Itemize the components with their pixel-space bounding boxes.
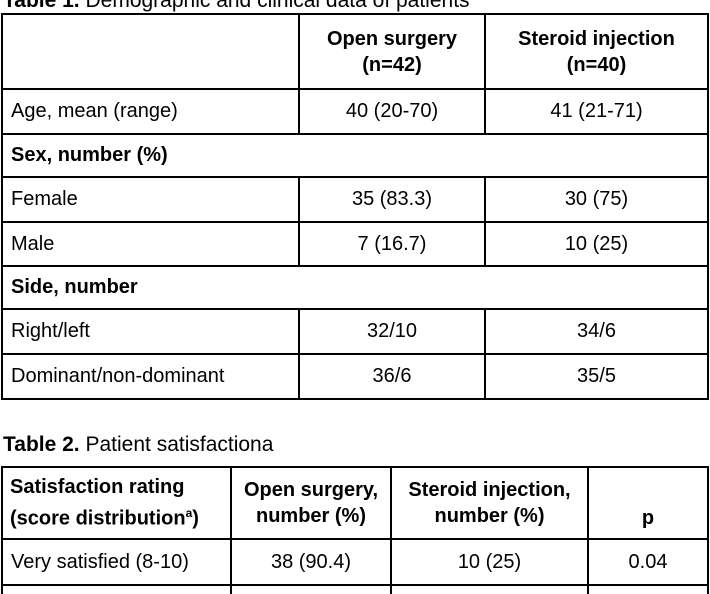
row-very-satisfied-label: Very satisfied (8-10) — [1, 538, 232, 586]
table1-header-row: Open surgery (n=42) Steroid injection (n… — [1, 13, 709, 90]
table2: Satisfaction rating (score distributiona… — [1, 466, 709, 594]
table2-caption: Table 2. Patient satisfactiona — [3, 432, 273, 458]
row-age-open-value: 40 (20-70) — [298, 88, 486, 135]
row-female-steroid-value: 30 (75) — [484, 176, 709, 223]
row-age-label: Age, mean (range) — [1, 88, 300, 135]
table1-header-open-surgery: Open surgery (n=42) — [298, 13, 486, 90]
row-age-steroid-value: 41 (21-71) — [484, 88, 709, 135]
partial-row-cell — [390, 584, 589, 594]
row-male-open-value: 7 (16.7) — [298, 221, 486, 267]
table2-partial-row — [1, 584, 709, 594]
table2-header-col1-line2-post: ) — [192, 507, 199, 530]
table1-header-steroid-injection: Steroid injection (n=40) — [484, 13, 709, 90]
table1: Open surgery (n=42) Steroid injection (n… — [1, 13, 709, 400]
table-row: Dominant/non-dominant 36/6 35/5 — [1, 353, 709, 400]
row-female-open-value: 35 (83.3) — [298, 176, 486, 223]
table2-header-col1-line2-pre: (score distribution — [10, 507, 186, 530]
table2-header-col3-line1: Steroid injection, — [408, 479, 571, 501]
table-row: Male 7 (16.7) 10 (25) — [1, 221, 709, 267]
table1-header-open-line1: Open surgery — [326, 27, 458, 50]
table-row: Female 35 (83.3) 30 (75) — [1, 176, 709, 223]
table2-header-col2-line1: Open surgery, — [243, 479, 379, 501]
table1-header-steroid-line1: Steroid injection — [518, 27, 675, 50]
table2-header-col2-line2: number (%) — [256, 505, 366, 527]
partial-row-cell — [1, 584, 232, 594]
table2-header-col1-line1: Satisfaction rating — [10, 476, 185, 499]
table2-caption-label: Table 2. — [3, 433, 80, 456]
row-rightleft-steroid-value: 34/6 — [484, 308, 709, 355]
row-very-satisfied-steroid-value: 10 (25) — [390, 538, 589, 586]
table1-caption-label: Table 1. — [3, 0, 80, 12]
table2-header-steroid-injection: Steroid injection, number (%) — [390, 466, 589, 540]
section-side-label: Side, number — [1, 265, 709, 310]
table-row: Right/left 32/10 34/6 — [1, 308, 709, 355]
row-dominant-open-value: 36/6 — [298, 353, 486, 400]
table2-header-open-surgery: Open surgery, number (%) — [230, 466, 392, 540]
table1-caption-text: Demographic and clinical data of patient… — [79, 0, 470, 12]
table1-header-empty-cell — [1, 13, 300, 90]
table2-header-row: Satisfaction rating (score distributiona… — [1, 466, 709, 540]
row-rightleft-open-value: 32/10 — [298, 308, 486, 355]
table2-header-p: p — [587, 466, 709, 540]
row-rightleft-label: Right/left — [1, 308, 300, 355]
section-sex-label: Sex, number (%) — [1, 133, 709, 178]
table1-header-steroid-line2: (n=40) — [566, 53, 627, 76]
footnote-marker: a — [185, 506, 193, 521]
table2-header-satisfaction-rating: Satisfaction rating (score distributiona… — [1, 466, 232, 540]
section-row-side: Side, number — [1, 265, 709, 310]
row-very-satisfied-open-value: 38 (90.4) — [230, 538, 392, 586]
section-row-sex: Sex, number (%) — [1, 133, 709, 178]
table-row: Very satisfied (8-10) 38 (90.4) 10 (25) … — [1, 538, 709, 586]
table1-header-open-line2: (n=42) — [362, 53, 422, 76]
row-dominant-label: Dominant/non-dominant — [1, 353, 300, 400]
row-dominant-steroid-value: 35/5 — [484, 353, 709, 400]
table-row: Age, mean (range) 40 (20-70) 41 (21-71) — [1, 88, 709, 135]
table1-caption: Table 1. Demographic and clinical data o… — [3, 0, 470, 14]
table2-caption-text: Patient satisfactiona — [79, 433, 274, 456]
row-female-label: Female — [1, 176, 300, 223]
partial-row-cell — [230, 584, 392, 594]
table2-header-col3-line2: number (%) — [434, 505, 545, 527]
row-male-steroid-value: 10 (25) — [484, 221, 709, 267]
partial-row-cell — [587, 584, 709, 594]
row-male-label: Male — [1, 221, 300, 267]
row-very-satisfied-p-value: 0.04 — [587, 538, 709, 586]
